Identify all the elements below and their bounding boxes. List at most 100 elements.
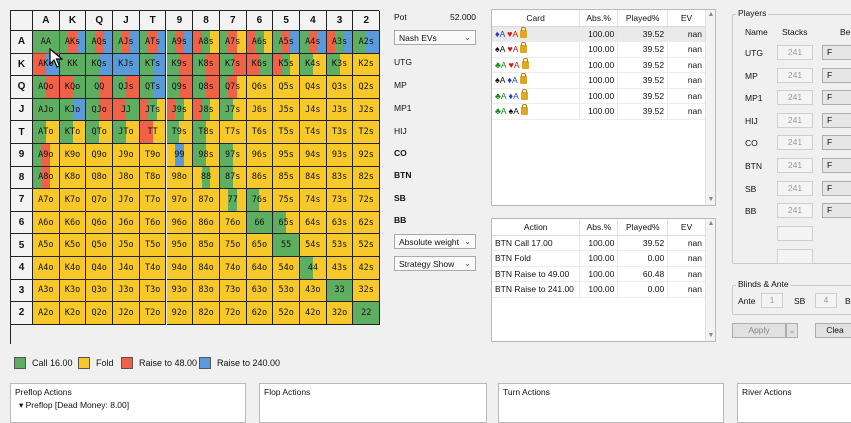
hand-cell[interactable]: J4s bbox=[300, 98, 327, 122]
hand-cell[interactable]: J9s bbox=[166, 98, 194, 122]
hand-cell[interactable]: AJs bbox=[113, 31, 140, 54]
hand-cell[interactable]: 52s bbox=[353, 234, 381, 257]
hand-cell[interactable]: K8o bbox=[59, 166, 87, 190]
hand-cell[interactable]: A8s bbox=[193, 31, 220, 54]
hand-cell[interactable]: Q3s bbox=[326, 76, 354, 99]
sb-field[interactable]: 4 bbox=[815, 293, 837, 308]
hand-cell[interactable]: A4o bbox=[33, 257, 60, 280]
hand-cell[interactable]: J4o bbox=[113, 257, 140, 280]
hand-cell[interactable]: 84o bbox=[193, 257, 220, 280]
stack-field[interactable]: 241 bbox=[777, 180, 813, 196]
card-row[interactable]: ♦A ♥A 100.00 39.52 nan bbox=[492, 26, 706, 42]
apply-dropdown-button[interactable]: ⌄ bbox=[786, 323, 798, 338]
lock-icon[interactable] bbox=[520, 42, 528, 54]
hand-cell[interactable]: T6s bbox=[246, 121, 274, 144]
hand-cell[interactable]: 85s bbox=[273, 166, 300, 190]
hand-cell[interactable]: K9s bbox=[166, 53, 194, 77]
hand-cell[interactable]: K7o bbox=[59, 189, 87, 212]
hand-cell[interactable]: KTs bbox=[139, 53, 167, 77]
player-action-button[interactable]: F bbox=[822, 112, 851, 128]
hand-cell[interactable]: 98o bbox=[166, 166, 194, 190]
hand-cell[interactable]: K2s bbox=[353, 53, 381, 77]
hand-cell[interactable]: J7o bbox=[113, 189, 140, 212]
hand-cell[interactable]: 33 bbox=[326, 279, 354, 303]
player-action-button[interactable]: F bbox=[822, 203, 851, 219]
hand-cell[interactable]: 94o bbox=[166, 257, 194, 280]
hand-cell[interactable]: 87o bbox=[193, 189, 220, 212]
hand-cell[interactable]: 93s bbox=[326, 144, 354, 167]
hand-cell[interactable]: A5o bbox=[33, 234, 60, 257]
hand-cell[interactable]: 75s bbox=[273, 189, 300, 212]
col-ev[interactable]: EV bbox=[667, 219, 706, 236]
hand-cell[interactable]: 87s bbox=[219, 166, 247, 190]
card-row[interactable]: ♣A ♦A 100.00 39.52 nan bbox=[492, 88, 706, 104]
hand-cell[interactable]: 86s bbox=[246, 166, 274, 190]
hand-cell[interactable]: 32s bbox=[353, 279, 381, 303]
col-card[interactable]: Card bbox=[492, 10, 581, 27]
stack-field[interactable]: 241 bbox=[777, 67, 813, 83]
hand-cell[interactable]: 83o bbox=[193, 279, 220, 303]
hand-cell[interactable]: 32o bbox=[326, 302, 354, 325]
hand-cell[interactable]: K5o bbox=[59, 234, 87, 257]
show-mode-select[interactable]: Strategy Show ⌄ bbox=[394, 256, 476, 271]
action-row[interactable]: BTN Call 17.00 100.00 39.52 nan bbox=[492, 235, 706, 251]
clear-button[interactable]: Clea bbox=[815, 323, 851, 338]
hand-cell[interactable]: T4s bbox=[300, 121, 327, 144]
hand-cell[interactable]: T5o bbox=[139, 234, 167, 257]
player-action-button[interactable]: F bbox=[822, 67, 851, 83]
hand-cell[interactable]: 92o bbox=[166, 302, 194, 325]
hand-cell[interactable]: T7o bbox=[139, 189, 167, 212]
hand-cell[interactable]: T3o bbox=[139, 279, 167, 303]
stack-field[interactable]: 241 bbox=[777, 112, 813, 128]
hand-cell[interactable]: ATs bbox=[139, 31, 167, 54]
hand-cell[interactable]: 98s bbox=[193, 144, 220, 167]
hand-cell[interactable]: J8o bbox=[113, 166, 140, 190]
scroll-down-icon[interactable]: ▼ bbox=[707, 332, 715, 339]
action-row[interactable]: BTN Raise to 241.00 100.00 0.00 nan bbox=[492, 281, 706, 298]
hand-cell[interactable]: AJo bbox=[33, 98, 60, 122]
hand-cell[interactable]: 65o bbox=[246, 234, 274, 257]
hand-cell[interactable]: A9s bbox=[166, 31, 194, 54]
hand-cell[interactable]: 92s bbox=[353, 144, 381, 167]
action-row[interactable]: BTN Fold 100.00 0.00 nan bbox=[492, 250, 706, 267]
hand-cell[interactable]: K2o bbox=[59, 302, 87, 325]
preflop-tree-item[interactable]: ▾ Preflop [Dead Money: 8.00] bbox=[15, 400, 241, 411]
hand-cell[interactable]: J3o bbox=[113, 279, 140, 303]
card-row[interactable]: ♠A ♦A 100.00 39.52 nan bbox=[492, 72, 706, 89]
hand-cell[interactable]: Q2o bbox=[86, 302, 114, 325]
col-played[interactable]: Played% bbox=[617, 219, 669, 236]
hand-cell[interactable]: K6o bbox=[59, 211, 87, 235]
hand-cell[interactable]: KQs bbox=[86, 53, 114, 77]
hand-cell[interactable]: A4s bbox=[300, 31, 327, 54]
hand-cell[interactable]: 65s bbox=[273, 211, 300, 235]
hand-cell[interactable]: Q6s bbox=[246, 76, 274, 99]
hand-cell[interactable]: 42s bbox=[353, 257, 381, 280]
hand-cell[interactable]: JJ bbox=[113, 98, 140, 122]
hand-cell[interactable]: J5o bbox=[113, 234, 140, 257]
hand-cell[interactable]: J2s bbox=[353, 98, 381, 122]
col-ev[interactable]: EV bbox=[667, 10, 706, 27]
card-row[interactable]: ♠A ♥A 100.00 39.52 nan bbox=[492, 41, 706, 58]
hand-cell[interactable]: T2o bbox=[139, 302, 167, 325]
stack-field-extra[interactable] bbox=[777, 226, 813, 241]
hand-cell[interactable]: 72s bbox=[353, 189, 381, 212]
hand-cell[interactable]: 94s bbox=[300, 144, 327, 167]
hand-cell[interactable]: Q9o bbox=[86, 144, 114, 167]
hand-cell[interactable]: J6o bbox=[113, 211, 140, 235]
hand-cell[interactable]: Q4s bbox=[300, 76, 327, 99]
player-action-button[interactable]: F bbox=[822, 45, 851, 60]
hand-cell[interactable]: 95s bbox=[273, 144, 300, 167]
hand-cell[interactable]: A6o bbox=[33, 211, 60, 235]
hand-cell[interactable]: QJs bbox=[113, 76, 140, 99]
hand-cell[interactable]: Q6o bbox=[86, 211, 114, 235]
stack-field[interactable]: 241 bbox=[777, 203, 813, 219]
hand-cell[interactable]: QJo bbox=[86, 98, 114, 122]
action-row[interactable]: BTN Raise to 49.00 100.00 60.48 nan bbox=[492, 266, 706, 282]
hand-cell[interactable]: 62s bbox=[353, 211, 381, 235]
hand-cell[interactable]: 82o bbox=[193, 302, 220, 325]
hand-cell[interactable]: K6s bbox=[246, 53, 274, 77]
hand-cell[interactable]: 96s bbox=[246, 144, 274, 167]
hand-cell[interactable]: 75o bbox=[219, 234, 247, 257]
hand-cell[interactable]: 72o bbox=[219, 302, 247, 325]
hand-cell[interactable]: K4o bbox=[59, 257, 87, 280]
